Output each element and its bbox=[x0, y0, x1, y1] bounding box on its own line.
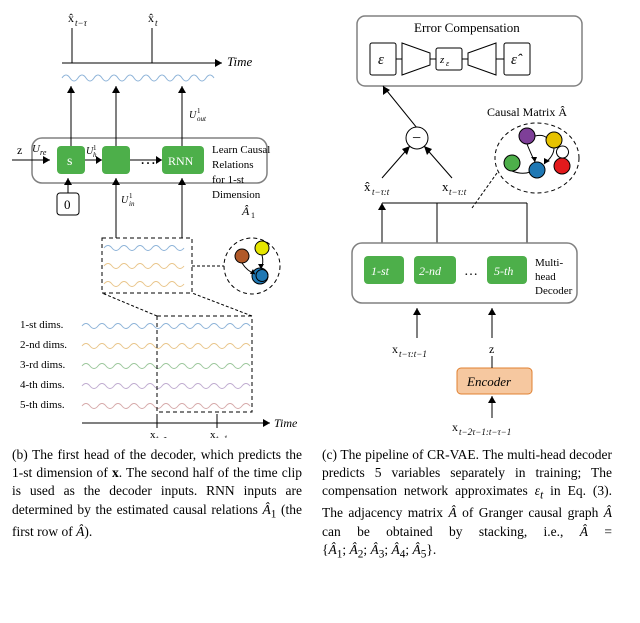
clip-box-big bbox=[157, 316, 252, 412]
svg-text:5-th: 5-th bbox=[494, 264, 513, 278]
side-text-1: Learn Causal bbox=[212, 144, 270, 156]
svg-text:Relations: Relations bbox=[212, 159, 254, 171]
svg-text:RNN: RNN bbox=[168, 154, 194, 168]
svg-text:x̂: x̂ bbox=[148, 11, 154, 25]
svg-text:2-nd dims.: 2-nd dims. bbox=[20, 339, 67, 351]
svg-text:re: re bbox=[40, 148, 47, 157]
causal-matrix-title: Causal Matrix Â bbox=[487, 105, 567, 119]
svg-text:in: in bbox=[129, 200, 135, 208]
svg-text:x̂: x̂ bbox=[68, 11, 74, 25]
svg-text:1: 1 bbox=[251, 211, 255, 220]
svg-text:3-rd dims.: 3-rd dims. bbox=[20, 359, 65, 371]
svg-text:t−τ:t−1: t−τ:t−1 bbox=[399, 349, 427, 359]
figure-b: Time x̂ t−τ x̂ t z Ure s … RNN bbox=[12, 8, 302, 438]
svg-text:Dimension: Dimension bbox=[212, 189, 261, 201]
time-label: Time bbox=[227, 54, 253, 69]
caption-b: (b) The first head of the decoder, which… bbox=[12, 446, 302, 563]
caption-c: (c) The pipeline of CR-VAE. The multi-he… bbox=[322, 446, 612, 563]
svg-text:z: z bbox=[489, 342, 494, 356]
svg-text:t−1: t−1 bbox=[216, 434, 228, 438]
svg-text:Time: Time bbox=[274, 416, 298, 430]
zero-label: 0 bbox=[64, 197, 71, 212]
error-comp-title: Error Compensation bbox=[414, 20, 520, 35]
svg-text:t−2τ−1:t−τ−1: t−2τ−1:t−τ−1 bbox=[459, 427, 511, 437]
svg-text:U: U bbox=[121, 195, 129, 206]
svg-text:1-st: 1-st bbox=[371, 264, 390, 278]
svg-text:for 1-st: for 1-st bbox=[212, 174, 244, 186]
svg-text:2-nd: 2-nd bbox=[419, 264, 442, 278]
svg-text:1-st dims.: 1-st dims. bbox=[20, 319, 64, 331]
svg-text:x: x bbox=[452, 420, 458, 434]
svg-text:x: x bbox=[442, 179, 449, 194]
svg-text:s: s bbox=[67, 154, 72, 169]
svg-text:head: head bbox=[535, 271, 556, 283]
svg-text:t−τ: t−τ bbox=[75, 18, 88, 28]
svg-text:U: U bbox=[189, 110, 197, 121]
svg-text:h: h bbox=[93, 151, 97, 159]
decoder-label-1: Multi- bbox=[535, 257, 563, 269]
svg-text:…: … bbox=[464, 264, 478, 279]
svg-text:5-th dims.: 5-th dims. bbox=[20, 399, 65, 411]
causal-bubble-b bbox=[224, 238, 280, 294]
clip-box-small bbox=[102, 238, 192, 293]
svg-text:ε: ε bbox=[378, 52, 384, 68]
svg-text:−: − bbox=[412, 130, 421, 147]
svg-text:Decoder: Decoder bbox=[535, 285, 573, 297]
svg-text:t−τ: t−τ bbox=[156, 434, 168, 438]
z-label: z bbox=[17, 143, 22, 157]
rnn-cell-2 bbox=[102, 146, 130, 174]
svg-text:Â: Â bbox=[241, 204, 250, 218]
encoder-label: Encoder bbox=[466, 374, 512, 389]
svg-text:4-th dims.: 4-th dims. bbox=[20, 379, 65, 391]
svg-text:x: x bbox=[392, 342, 398, 356]
svg-text:z: z bbox=[439, 54, 445, 66]
signals-group: 1-st dims. 2-nd dims. 3-rd dims. 4-th di… bbox=[20, 319, 250, 411]
svg-text:t−τ:t: t−τ:t bbox=[449, 187, 467, 197]
svg-text:t−τ:t: t−τ:t bbox=[372, 187, 390, 197]
svg-text:1: 1 bbox=[129, 192, 133, 200]
svg-text:t: t bbox=[155, 18, 158, 28]
svg-text:1: 1 bbox=[197, 107, 201, 115]
figure-c: Error Compensation ε zε ε̂ − bbox=[322, 8, 612, 438]
svg-text:1: 1 bbox=[93, 144, 97, 152]
svg-text:out: out bbox=[197, 115, 207, 123]
svg-text:x̂: x̂ bbox=[364, 179, 371, 194]
